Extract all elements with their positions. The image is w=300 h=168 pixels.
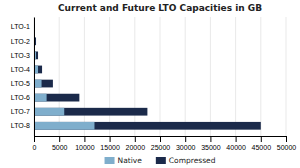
y-tick: LTO-4: [11, 66, 30, 73]
x-tick-label: 30000: [176, 144, 196, 151]
x-tick-label: 35000: [201, 144, 221, 151]
grid: [34, 17, 286, 136]
bar: [34, 122, 94, 130]
x-tick-label: 25000: [151, 144, 171, 151]
x-tick-mark: [286, 136, 287, 142]
grid-line: [235, 17, 236, 136]
bar: [34, 122, 261, 130]
bar: [34, 66, 42, 74]
y-tick-label: LTO-2: [11, 38, 30, 45]
x-tick: 30000: [176, 136, 196, 151]
grid-line: [185, 17, 186, 136]
x-tick: 15000: [100, 136, 120, 151]
x-tick-mark: [185, 136, 186, 142]
y-axis-line: [34, 18, 35, 137]
y-tick-label: LTO-3: [11, 52, 30, 59]
bar: [34, 108, 147, 116]
y-tick-label: LTO-8: [11, 122, 30, 129]
x-tick: 10000: [75, 136, 95, 151]
x-tick-label: 20000: [126, 144, 146, 151]
bar-series: [34, 23, 261, 129]
x-tick: 45000: [252, 136, 272, 151]
x-tick-mark: [160, 136, 161, 142]
y-axis: LTO-1 LTO-2 LTO-3 LTO-4 LTO-5 LTO-6 LTO-7 LTO-8: [11, 18, 35, 137]
grid-line: [210, 17, 211, 136]
y-tick-label: LTO-6: [11, 94, 30, 101]
legend-item: Native: [105, 156, 143, 165]
x-tick: 40000: [226, 136, 246, 151]
x-tick-mark: [110, 136, 111, 142]
grid-line: [160, 17, 161, 136]
bar: [34, 94, 47, 102]
bar: [34, 80, 42, 88]
x-tick-mark: [261, 136, 262, 142]
grid-line: [84, 17, 85, 136]
x-tick-label: 0: [33, 144, 37, 151]
bar: [34, 80, 53, 88]
x-tick: 35000: [201, 136, 221, 151]
bar: [34, 94, 79, 102]
chart: 0 5000 10000 15000 20000 25000 30000 35000 40000…: [0, 0, 300, 168]
bars: [34, 23, 261, 129]
legend: Native Compressed: [105, 156, 216, 165]
y-tick: LTO-8: [11, 122, 30, 129]
y-tick-label: LTO-4: [11, 66, 30, 73]
y-tick: LTO-1: [11, 23, 30, 30]
grid-line: [109, 17, 110, 136]
x-tick-label: 45000: [252, 144, 272, 151]
y-tick: LTO-2: [11, 38, 30, 45]
y-tick-label: LTO-5: [11, 80, 30, 87]
x-tick-mark: [34, 136, 35, 142]
x-tick: 0: [33, 136, 37, 151]
legend-label: Compressed: [169, 156, 216, 165]
grid-line: [34, 17, 35, 136]
x-axis: 0 5000 10000 15000 20000 25000 30000 35000 40000…: [33, 136, 297, 151]
grid-line: [134, 17, 135, 136]
y-tick: LTO-6: [11, 94, 30, 101]
x-tick-label: 10000: [75, 144, 95, 151]
bar-series: [34, 23, 94, 129]
grid-line: [260, 17, 261, 136]
plot: 0 5000 10000 15000 20000 25000 30000 35000 40000…: [11, 17, 297, 151]
y-tick-label: LTO-1: [11, 23, 30, 30]
y-tick: LTO-5: [11, 80, 30, 87]
title: Current and Future LTO Capacities in GB: [58, 3, 262, 13]
x-tick-label: 40000: [226, 144, 246, 151]
legend-swatch: [105, 157, 115, 164]
y-tick: LTO-7: [11, 108, 30, 115]
bar: [34, 108, 64, 116]
legend-item: Compressed: [156, 156, 216, 165]
x-tick: 20000: [126, 136, 146, 151]
x-tick: 25000: [151, 136, 171, 151]
x-tick: 5000: [52, 136, 68, 151]
x-tick-label: 5000: [52, 144, 68, 151]
x-tick-mark: [210, 136, 211, 142]
x-tick-mark: [135, 136, 136, 142]
x-tick-mark: [236, 136, 237, 142]
y-tick: LTO-3: [11, 52, 30, 59]
x-tick-mark: [84, 136, 85, 142]
legend-label: Native: [118, 156, 143, 165]
x-tick-label: 15000: [100, 144, 120, 151]
grid-line: [286, 17, 287, 136]
legend-swatch: [156, 157, 166, 164]
grid-line: [59, 17, 60, 136]
y-tick-label: LTO-7: [11, 108, 30, 115]
x-tick-label: 50000: [277, 144, 297, 151]
x-tick-mark: [59, 136, 60, 142]
x-tick: 50000: [277, 136, 297, 151]
